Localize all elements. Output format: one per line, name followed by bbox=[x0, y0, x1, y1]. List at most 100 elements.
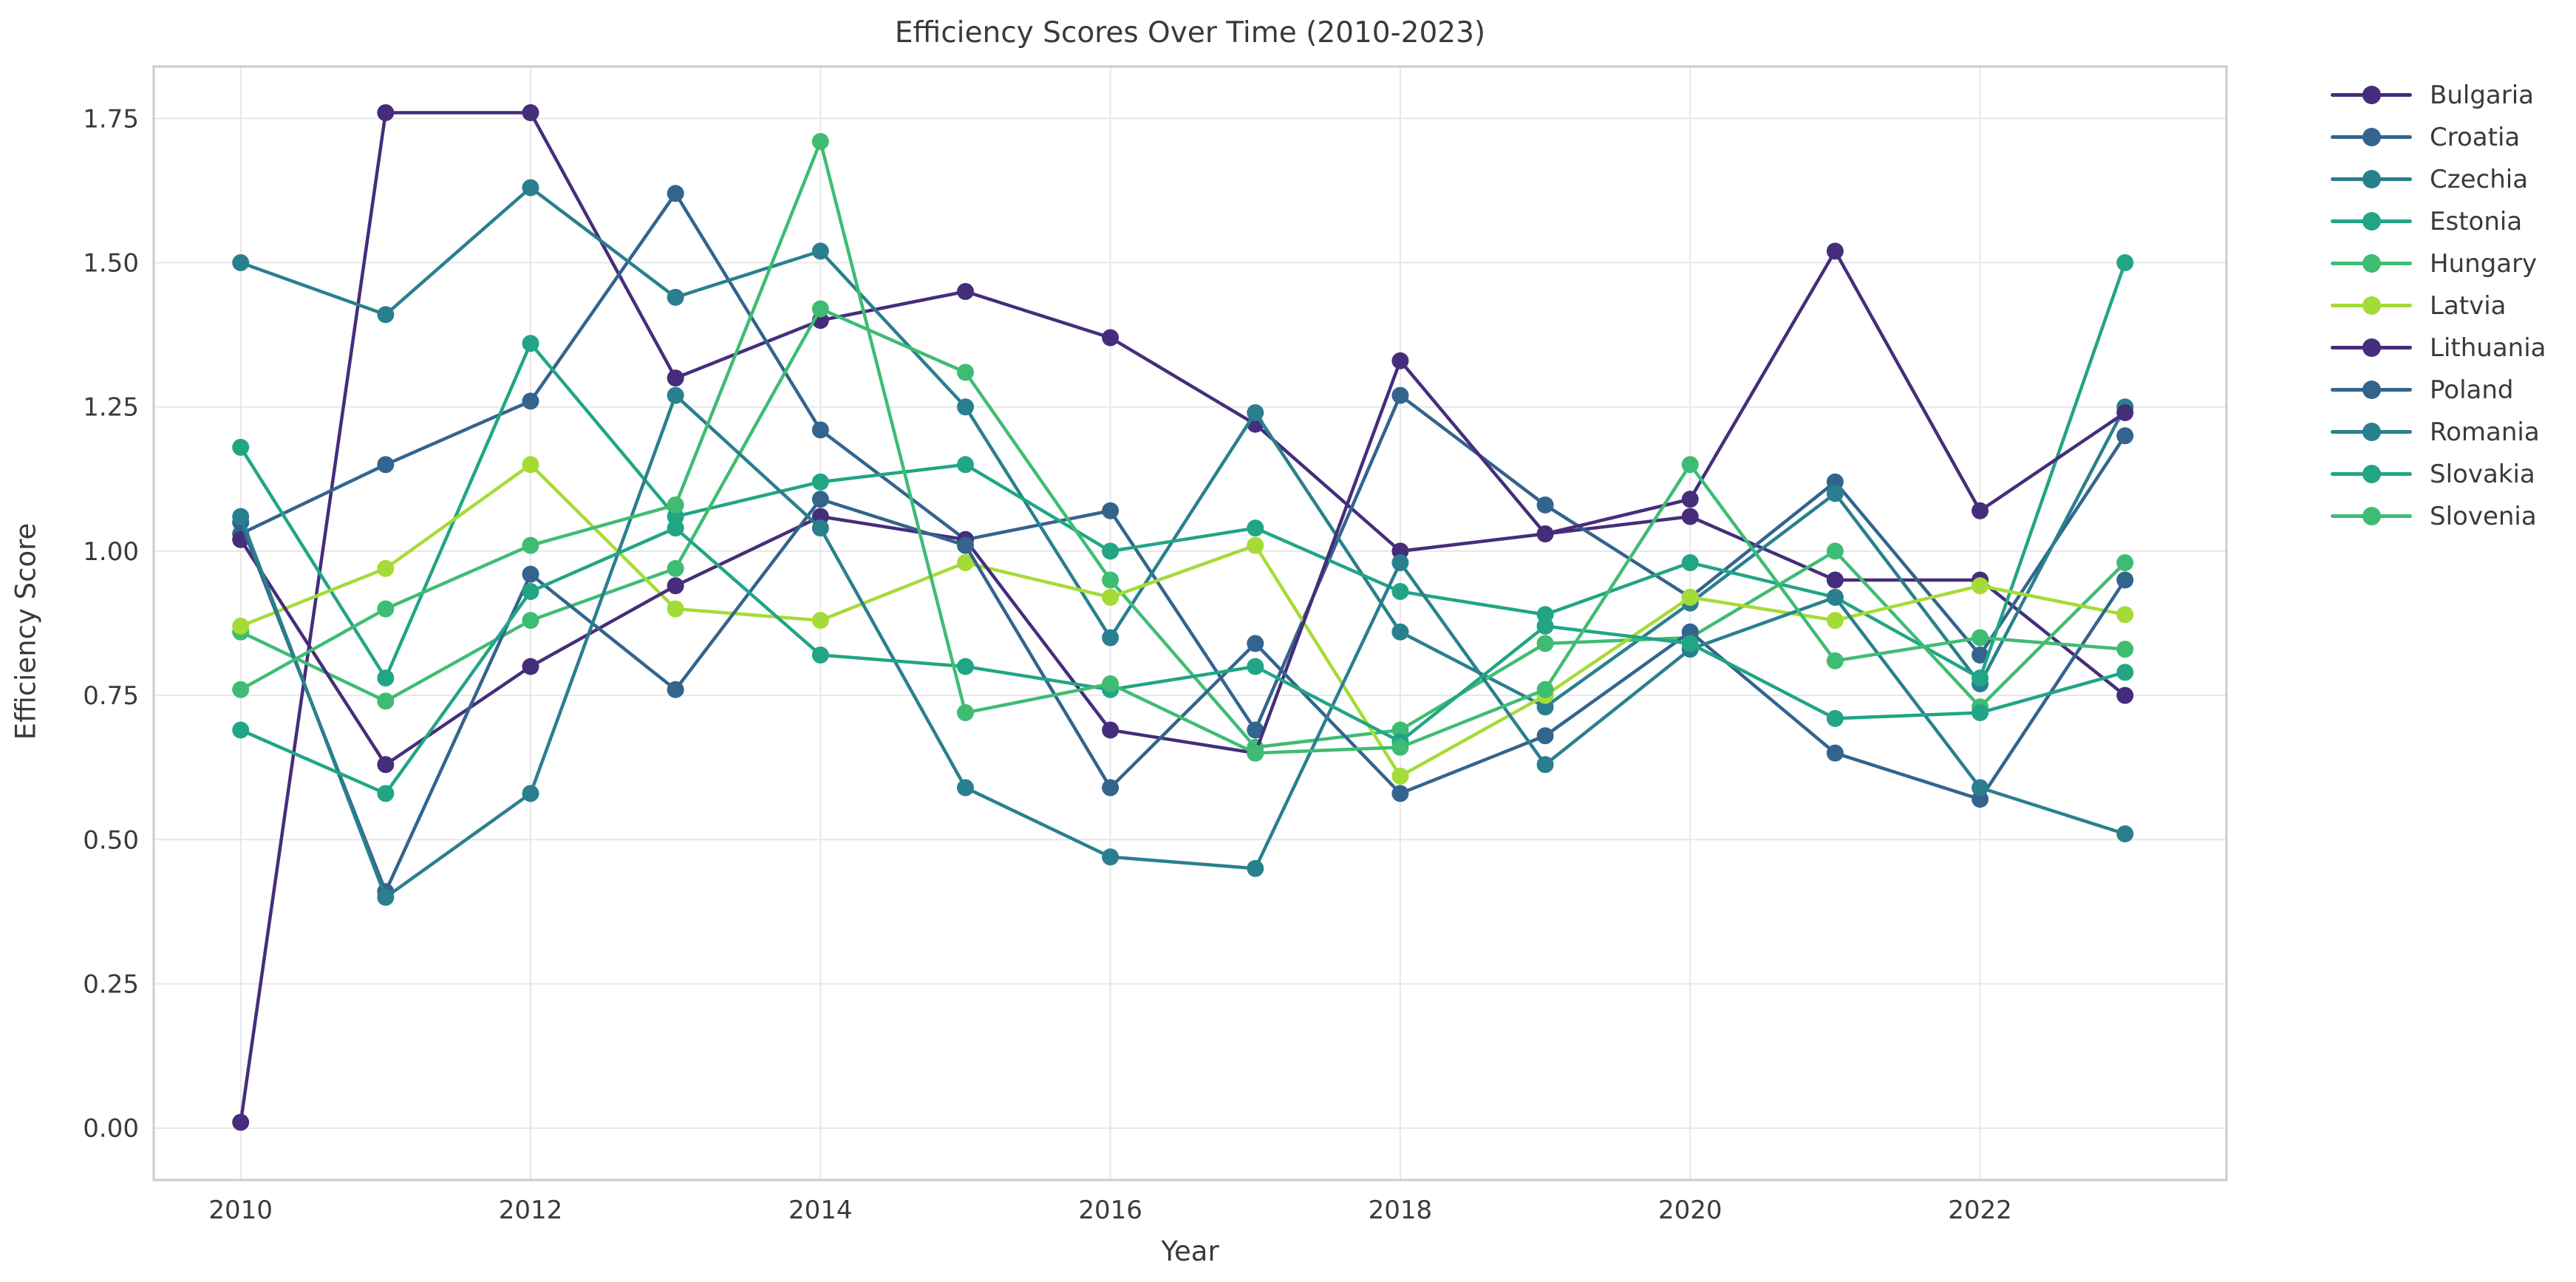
data-point-poland bbox=[1826, 744, 1844, 762]
data-point-czechia bbox=[667, 288, 684, 306]
data-point-slovakia bbox=[232, 721, 250, 739]
data-point-croatia bbox=[811, 421, 829, 439]
data-point-latvia bbox=[1102, 588, 1120, 606]
data-point-lithuania bbox=[1391, 352, 1409, 369]
data-point-hungary bbox=[667, 559, 684, 577]
data-point-croatia bbox=[2116, 427, 2134, 445]
data-point-slovakia bbox=[1536, 617, 1554, 635]
data-point-poland bbox=[522, 565, 539, 583]
data-point-croatia bbox=[377, 456, 395, 474]
data-point-lithuania bbox=[2116, 403, 2134, 421]
data-point-poland bbox=[2116, 571, 2134, 589]
legend-dot-icon bbox=[2362, 170, 2381, 188]
y-axis-label: Efficiency Score bbox=[10, 522, 42, 740]
data-point-bulgaria bbox=[232, 1114, 250, 1131]
data-point-bulgaria bbox=[377, 103, 395, 121]
data-point-lithuania bbox=[522, 658, 539, 675]
data-point-hungary bbox=[377, 692, 395, 710]
data-point-latvia bbox=[1826, 612, 1844, 630]
data-point-slovenia bbox=[1536, 681, 1554, 698]
data-point-lithuania bbox=[1972, 502, 1989, 519]
data-point-slovenia bbox=[1102, 675, 1120, 692]
data-point-bulgaria bbox=[1681, 508, 1699, 525]
data-point-poland bbox=[1391, 785, 1409, 802]
data-point-czechia bbox=[1391, 623, 1409, 641]
data-point-latvia bbox=[1247, 536, 1264, 554]
data-point-croatia bbox=[1391, 386, 1409, 404]
data-point-croatia bbox=[1972, 646, 1989, 664]
data-point-romania bbox=[811, 519, 829, 537]
x-tick-label: 2018 bbox=[1369, 1196, 1433, 1225]
data-point-latvia bbox=[1391, 767, 1409, 785]
data-point-slovenia bbox=[1972, 629, 1989, 647]
legend-item-slovakia: Slovakia bbox=[2326, 453, 2576, 495]
data-point-slovenia bbox=[1826, 652, 1844, 669]
data-point-slovakia bbox=[956, 658, 974, 675]
data-point-lithuania bbox=[1826, 242, 1844, 260]
data-point-slovakia bbox=[667, 519, 684, 537]
series-line-estonia bbox=[239, 261, 2127, 680]
data-point-slovenia bbox=[522, 536, 539, 554]
data-point-latvia bbox=[667, 600, 684, 618]
series-line-latvia bbox=[239, 463, 2127, 778]
series-line-slovenia bbox=[239, 140, 2127, 755]
data-point-romania bbox=[232, 508, 250, 525]
data-point-croatia bbox=[1536, 496, 1554, 514]
legend-item-croatia: Croatia bbox=[2326, 116, 2576, 158]
legend-dot-icon bbox=[2362, 507, 2381, 525]
data-point-romania bbox=[1972, 779, 1989, 797]
series-line-croatia bbox=[239, 191, 2127, 732]
legend-label: Bulgaria bbox=[2430, 80, 2534, 110]
data-point-estonia bbox=[811, 473, 829, 491]
axes-background bbox=[154, 67, 2226, 1180]
x-tick-label: 2012 bbox=[499, 1196, 563, 1225]
legend-dot-icon bbox=[2362, 254, 2381, 273]
legend-label: Slovenia bbox=[2430, 501, 2537, 531]
data-point-slovenia bbox=[1681, 456, 1699, 474]
data-point-lithuania bbox=[377, 756, 395, 774]
data-point-bulgaria bbox=[1102, 329, 1120, 347]
data-point-romania bbox=[1247, 859, 1264, 877]
data-point-romania bbox=[956, 779, 974, 797]
data-point-czechia bbox=[522, 179, 539, 197]
data-point-romania bbox=[2116, 825, 2134, 843]
data-point-czechia bbox=[1102, 629, 1120, 647]
data-point-hungary bbox=[522, 612, 539, 630]
data-point-czechia bbox=[232, 253, 250, 271]
y-tick-label: 1.50 bbox=[83, 248, 139, 278]
x-tick-label: 2020 bbox=[1658, 1196, 1723, 1225]
y-tick-label: 0.00 bbox=[83, 1114, 139, 1144]
data-point-poland bbox=[811, 491, 829, 508]
legend-label: Latvia bbox=[2430, 290, 2507, 321]
data-point-slovakia bbox=[811, 646, 829, 664]
legend-item-poland: Poland bbox=[2326, 369, 2576, 411]
data-point-slovenia bbox=[377, 600, 395, 618]
legend-item-slovenia: Slovenia bbox=[2326, 495, 2576, 537]
data-point-slovakia bbox=[1247, 658, 1264, 675]
data-point-czechia bbox=[377, 306, 395, 324]
x-tick-label: 2016 bbox=[1078, 1196, 1142, 1225]
data-point-lithuania bbox=[1681, 491, 1699, 508]
data-point-latvia bbox=[232, 617, 250, 635]
legend-item-hungary: Hungary bbox=[2326, 242, 2576, 284]
data-point-croatia bbox=[667, 185, 684, 202]
data-point-lithuania bbox=[667, 577, 684, 595]
series-line-bulgaria bbox=[239, 111, 2127, 1125]
data-point-estonia bbox=[1972, 669, 1989, 687]
chart-title: Efficiency Scores Over Time (2010-2023) bbox=[894, 16, 1486, 50]
data-point-poland bbox=[1247, 635, 1264, 652]
data-point-latvia bbox=[811, 612, 829, 630]
legend-label: Slovakia bbox=[2430, 459, 2535, 489]
data-point-romania bbox=[1536, 756, 1554, 774]
data-point-hungary bbox=[956, 364, 974, 381]
axes-spines bbox=[152, 65, 2228, 1182]
legend-label: Poland bbox=[2430, 375, 2514, 405]
legend-label: Czechia bbox=[2430, 164, 2529, 194]
legend-item-lithuania: Lithuania bbox=[2326, 327, 2576, 369]
data-point-slovenia bbox=[667, 496, 684, 514]
legend-dot-icon bbox=[2362, 86, 2381, 104]
legend-swatch-icon bbox=[2326, 242, 2416, 284]
data-point-romania bbox=[377, 888, 395, 906]
data-point-estonia bbox=[522, 335, 539, 352]
legend-label: Estonia bbox=[2430, 206, 2523, 236]
